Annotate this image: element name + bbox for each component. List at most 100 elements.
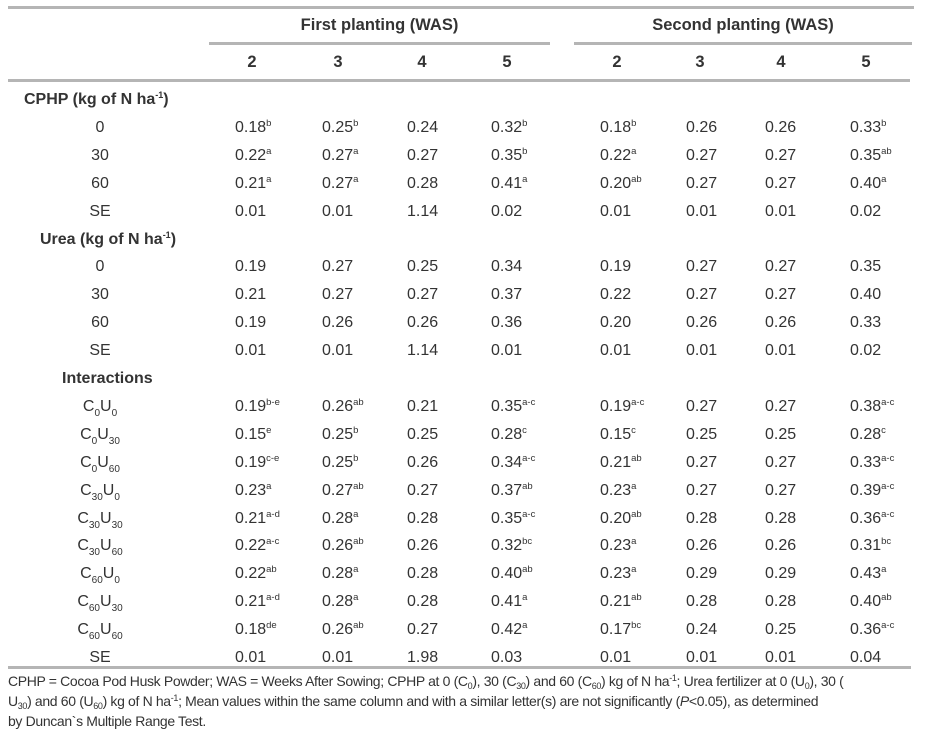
- table-cell: 0.24: [407, 118, 438, 138]
- significance-letter: a-c: [522, 396, 536, 408]
- cell-value: 0.04: [850, 649, 882, 666]
- footnote-text: ) and 60 (U: [27, 693, 94, 709]
- significance-letter: a: [353, 145, 359, 157]
- cell-value: 0.36: [491, 314, 523, 332]
- row-label: C30U0: [40, 481, 160, 503]
- table-cell: 0.27: [407, 481, 438, 501]
- footnote-text: ; Urea fertilizer at 0 (U: [676, 673, 806, 689]
- table-cell: 0.27: [686, 453, 717, 473]
- table-cell: 0.01: [600, 341, 631, 361]
- section-title: Urea (kg of N ha: [40, 230, 163, 248]
- significance-letter: a: [522, 620, 528, 632]
- cell-value: 0.33: [850, 453, 882, 471]
- significance-letter: ab: [631, 173, 642, 185]
- cell-value: 1.14: [407, 342, 439, 360]
- significance-letter: b: [522, 145, 528, 157]
- significance-letter: a: [353, 508, 359, 520]
- cell-value: 0.22: [600, 146, 632, 164]
- table-cell: 0.33a-c: [850, 453, 894, 473]
- cell-value: 0.25: [322, 118, 354, 136]
- table-cell: 0.28: [407, 592, 438, 612]
- cell-value: 0.36: [850, 621, 882, 639]
- table-cell: 0.29: [765, 564, 796, 584]
- label-subscript: 60: [108, 463, 120, 475]
- cell-value: 0.15: [600, 425, 632, 443]
- significance-letter: b: [353, 424, 359, 436]
- table-cell: 0.35b: [491, 146, 527, 166]
- table-cell: 0.01: [322, 202, 353, 222]
- label-letter: U: [100, 537, 112, 555]
- table-cell: 0.27: [765, 285, 796, 305]
- table-cell: 0.25: [407, 425, 438, 445]
- table-cell: 1.14: [407, 202, 438, 222]
- table-cell: 0.40a: [850, 174, 886, 194]
- cell-value: 0.27: [765, 258, 797, 276]
- cell-value: 0.35: [850, 146, 882, 164]
- significance-letter: a: [522, 173, 528, 185]
- label-subscript: 0: [94, 407, 100, 419]
- significance-letter: ab: [522, 564, 533, 576]
- significance-letter: ab: [353, 480, 364, 492]
- significance-letter: ab: [353, 620, 364, 632]
- cell-value: 0.21: [235, 509, 267, 527]
- table-cell: 0.32b: [491, 118, 527, 138]
- footnote-text: ), 30 (: [809, 673, 844, 689]
- cell-value: 0.19: [600, 397, 632, 415]
- label-letter: C: [80, 453, 92, 471]
- cell-value: 0.34: [491, 453, 523, 471]
- significance-letter: a-c: [522, 452, 536, 464]
- cell-value: 0.27: [686, 258, 718, 276]
- label-subscript: 60: [88, 631, 100, 643]
- cell-value: 1.14: [407, 202, 439, 220]
- cell-value: 0.26: [686, 537, 718, 555]
- table-cell: 0.19: [600, 257, 631, 277]
- cell-value: 0.18: [235, 621, 267, 639]
- label-letter: C: [77, 621, 89, 639]
- section-title: CPHP (kg of N ha: [24, 91, 156, 108]
- table-cell: 1.98: [407, 648, 438, 668]
- week-header: 3: [333, 53, 343, 71]
- row-label: 30: [91, 146, 109, 164]
- table-cell: 0.22a-c: [235, 536, 279, 556]
- cell-value: 0.27: [407, 621, 439, 639]
- cell-value: 0.33: [850, 314, 882, 332]
- cell-value: 0.01: [322, 342, 354, 360]
- significance-letter: ab: [522, 480, 533, 492]
- cell-value: 0.26: [322, 314, 354, 332]
- significance-letter: ab: [881, 592, 892, 604]
- significance-letter: e: [266, 424, 272, 436]
- cell-value: 0.01: [491, 342, 523, 360]
- row-label: C30U60: [40, 536, 160, 558]
- table-cell: 0.25: [407, 257, 438, 277]
- week-header: 2: [612, 53, 622, 71]
- row-label: C0U60: [40, 453, 160, 475]
- cell-value: 0.21: [235, 286, 267, 304]
- cell-value: 0.28: [322, 565, 354, 583]
- table-cell: 0.27: [407, 285, 438, 305]
- table-cell: 0.01: [765, 341, 796, 361]
- table-cell: 0.27: [765, 481, 796, 501]
- significance-letter: a-c: [881, 508, 895, 520]
- cell-value: 0.01: [322, 649, 354, 666]
- cell-value: 0.25: [765, 621, 797, 639]
- label-letter: C: [80, 481, 92, 499]
- cell-value: 0.29: [765, 565, 797, 583]
- cell-value: 0.27: [686, 286, 718, 304]
- table-cell: 0.27: [686, 397, 717, 417]
- footnote-text: -1: [669, 673, 677, 683]
- table-cell: 0.25: [765, 425, 796, 445]
- cell-value: 0.19: [235, 397, 267, 415]
- table-cell: 0.36: [491, 313, 522, 333]
- table-cell: 0.21ab: [600, 453, 642, 473]
- table-cell: 0.28: [407, 564, 438, 584]
- cell-value: 0.01: [235, 649, 267, 666]
- cell-value: 0.29: [686, 565, 718, 583]
- table-cell: 0.26ab: [322, 397, 364, 417]
- table-cell: 0.28a: [322, 564, 358, 584]
- cell-value: 0.27: [765, 286, 797, 304]
- footnote-text: 60: [93, 701, 103, 711]
- cell-value: 0.28: [407, 565, 439, 583]
- section-title-superscript: -1: [155, 90, 164, 100]
- significance-letter: a: [266, 480, 272, 492]
- table-cell: 0.27: [765, 453, 796, 473]
